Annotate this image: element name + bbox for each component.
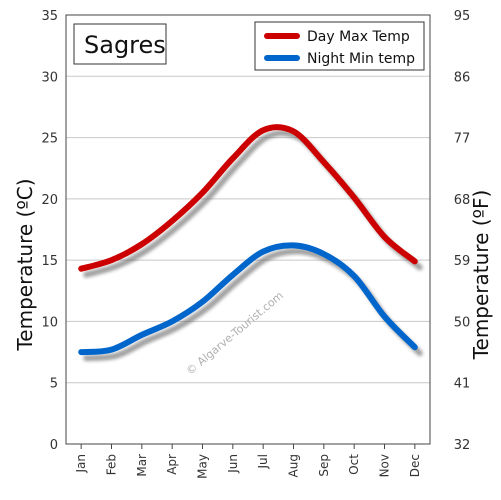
series-line-1 [78,242,418,356]
plot-area-frame [65,14,431,445]
y-tick-label: 10 [41,315,58,330]
legend-label: Night Min temp [307,51,415,67]
y2-tick-label: 32 [454,438,471,453]
y-axis-title-fahrenheit: Temperature (ºF) [469,190,493,361]
series-lines [78,124,423,362]
x-tick-label: Oct [347,454,361,475]
y-tick-label: 35 [41,9,58,24]
y2-tick-label: 68 [454,193,471,208]
y2-tick-label: 41 [454,377,471,392]
y-tick-label: 25 [41,132,58,147]
y-tick-label: 5 [50,377,58,392]
x-tick-label: Feb [105,454,119,475]
legend-box [254,21,425,71]
y-tick-label: 30 [41,70,58,85]
legend-label: Day Max Temp [307,29,410,45]
x-tick-label: Apr [165,454,179,475]
y2-tick-label: 77 [454,132,471,147]
x-tick-label: Dec [408,454,422,477]
x-tick-label: Sep [317,454,331,477]
x-tick-label: Mar [135,454,149,477]
y2-tick-label: 95 [454,9,471,24]
x-tick-label: Nov [378,454,392,477]
right-axis-ticks: 32 41 50 59 68 77 86 95 [454,9,471,453]
y-tick-label: 20 [41,193,58,208]
x-tick-label: Jul [256,454,270,469]
y-axis-title-celsius: Temperature (ºC) [13,178,37,351]
y2-tick-label: 50 [454,315,471,330]
x-tick-label: Jan [74,454,88,474]
series-line-0 [78,124,418,272]
y-tick-label: 0 [50,438,58,453]
x-axis-ticks: Jan Feb Mar Apr May Jun Jul Aug Sep Oct Nov Dec [74,444,422,479]
title-box [73,23,167,65]
y2-tick-label: 86 [454,70,471,85]
x-tick-label: Jun [226,454,240,474]
y2-tick-label: 59 [454,254,471,269]
x-tick-label: May [196,454,210,479]
series-shadow-0 [83,130,423,278]
series-shadow-1 [83,248,423,362]
x-tick-label: Aug [287,454,301,477]
left-axis-ticks: 0 5 10 15 20 25 30 35 [41,9,58,453]
y-tick-label: 15 [41,254,58,269]
legend: Day Max Temp Night Min temp [254,21,425,71]
chart-title: Sagres [84,31,166,59]
